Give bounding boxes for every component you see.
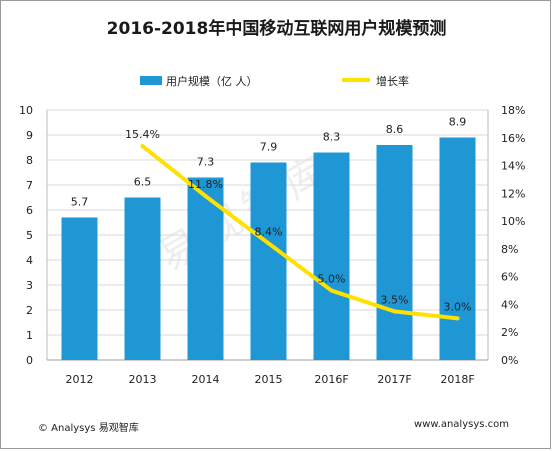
y-tick-right-label: 8% — [501, 243, 518, 256]
y-tick-right-label: 16% — [501, 132, 525, 145]
growth-rate-label: 3.5% — [381, 293, 409, 306]
bar — [439, 137, 476, 360]
y-tick-right-label: 14% — [501, 160, 525, 173]
y-tick-left-label: 10 — [19, 104, 33, 117]
x-tick-label: 2017F — [377, 373, 411, 386]
chart-title: 2016-2018年中国移动互联网用户规模预测 — [106, 19, 447, 39]
x-tick-label: 2018F — [440, 373, 474, 386]
growth-rate-line — [140, 144, 460, 321]
bar-value-label: 7.3 — [197, 156, 215, 169]
bar-value-label: 5.7 — [71, 196, 89, 209]
bar — [187, 177, 224, 360]
bar — [313, 152, 350, 360]
y-tick-left-label: 4 — [26, 254, 33, 267]
bar-value-label: 7.9 — [260, 141, 278, 154]
y-tick-left-label: 3 — [26, 279, 33, 292]
bar — [250, 162, 287, 360]
y-tick-right-label: 12% — [501, 187, 525, 200]
x-tick-label: 2012 — [66, 373, 94, 386]
y-tick-right-label: 0% — [501, 354, 518, 367]
y-tick-left-label: 7 — [26, 179, 33, 192]
y-tick-left-label: 1 — [26, 329, 33, 342]
growth-rate-label: 8.4% — [255, 225, 283, 238]
y-tick-right-label: 6% — [501, 271, 518, 284]
growth-rate-point — [140, 144, 145, 149]
bar-value-label: 8.3 — [323, 131, 341, 144]
bar-value-label: 8.9 — [449, 116, 467, 129]
bar-value-label: 6.5 — [134, 176, 152, 189]
growth-rate-point — [329, 288, 334, 293]
y-tick-left-label: 6 — [26, 204, 33, 217]
bar — [376, 145, 413, 360]
growth-rate-point — [455, 316, 460, 321]
x-tick-label: 2014 — [192, 373, 220, 386]
growth-rate-label: 15.4% — [125, 128, 160, 141]
growth-rate-point — [392, 309, 397, 314]
y-tick-left-label: 5 — [26, 229, 33, 242]
growth-rate-label: 3.0% — [444, 300, 472, 313]
bar — [124, 197, 161, 360]
x-tick-label: 2016F — [314, 373, 348, 386]
growth-rate-label: 11.8% — [188, 178, 223, 191]
growth-rate-point — [203, 194, 208, 199]
growth-rate-point — [266, 241, 271, 246]
y-tick-left-label: 0 — [26, 354, 33, 367]
y-tick-right-label: 18% — [501, 104, 525, 117]
growth-rate-label: 5.0% — [318, 273, 346, 286]
y-tick-right-label: 4% — [501, 298, 518, 311]
legend-line-label: 增长率 — [376, 74, 409, 88]
y-tick-left-label: 2 — [26, 304, 33, 317]
legend-bar-label: 用户规模（亿 人） — [166, 74, 258, 88]
footer-url: www.analysys.com — [414, 419, 509, 430]
bar — [61, 217, 98, 360]
x-tick-label: 2015 — [255, 373, 283, 386]
x-tick-label: 2013 — [129, 373, 157, 386]
legend-bar-swatch — [140, 76, 162, 85]
bar-value-label: 8.6 — [386, 123, 404, 136]
y-tick-right-label: 10% — [501, 215, 525, 228]
y-tick-left-label: 8 — [26, 154, 33, 167]
y-tick-left-label: 9 — [26, 129, 33, 142]
y-tick-right-label: 2% — [501, 326, 518, 339]
footer-source: © Analysys 易观智库 — [38, 423, 139, 434]
